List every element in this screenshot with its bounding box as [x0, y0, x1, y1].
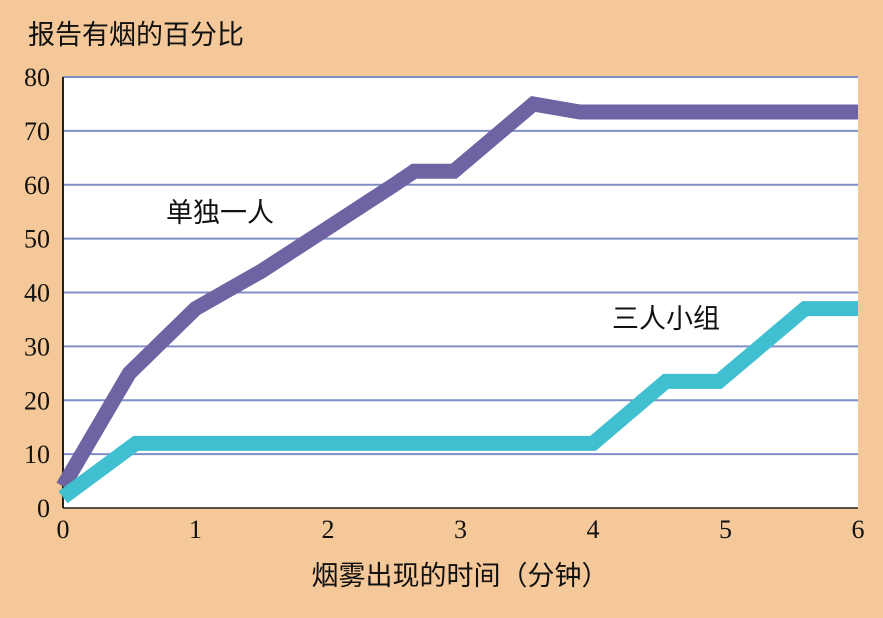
y-tick-label: 0 [37, 494, 50, 523]
x-axis-label: 烟雾出现的时间（分钟） [312, 561, 609, 592]
y-tick-label: 10 [24, 440, 50, 469]
series-label-group-bg [604, 294, 696, 344]
y-tick-label: 30 [24, 332, 50, 361]
series-label-alone: 单独一人 [166, 198, 274, 229]
x-tick-label: 5 [719, 515, 732, 544]
gridlines [63, 76, 858, 456]
x-tick-label: 6 [852, 515, 865, 544]
x-tick-label: 3 [454, 515, 467, 544]
series-line-group [58, 301, 858, 504]
y-tick-label: 80 [24, 63, 50, 92]
x-tick-label: 4 [587, 515, 600, 544]
y-tick-label: 60 [24, 171, 50, 200]
series-line-alone [56, 95, 858, 491]
y-tick-label: 20 [24, 386, 50, 415]
y-tick-label: 40 [24, 279, 50, 308]
series-label-group: 三人小组 [612, 304, 720, 335]
series-lines [56, 95, 858, 504]
x-tick-label: 2 [322, 515, 335, 544]
y-tick-label: 50 [24, 225, 50, 254]
y-tick-label: 70 [24, 117, 50, 146]
y-axis-label: 报告有烟的百分比 [28, 20, 244, 51]
x-tick-label: 0 [57, 515, 70, 544]
x-tick-label: 1 [189, 515, 202, 544]
x-tick-labels: 0 1 2 3 4 5 6 [57, 515, 865, 544]
y-tick-labels: 0 10 20 30 40 50 60 70 80 [24, 63, 50, 523]
